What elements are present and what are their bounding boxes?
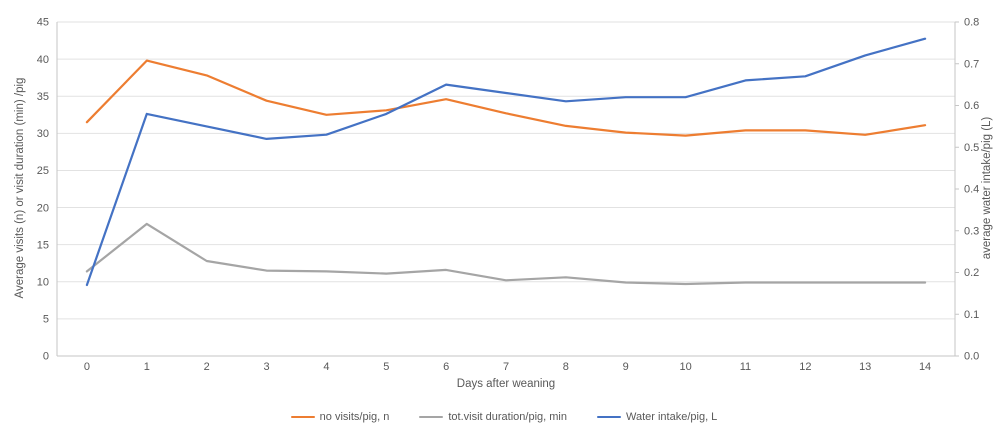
x-axis-tick-label: 5 xyxy=(383,361,389,373)
x-axis-tick-label: 9 xyxy=(623,361,629,373)
right-axis-tick-label: 0.3 xyxy=(964,225,979,237)
x-axis-tick-label: 2 xyxy=(204,361,210,373)
right-axis-tick-label: 0.8 xyxy=(964,17,979,29)
x-axis-tick-label: 4 xyxy=(323,361,329,373)
right-axis-tick-label: 0.7 xyxy=(964,58,979,70)
x-axis-tick-label: 6 xyxy=(443,361,449,373)
right-axis-tick-label: 0.4 xyxy=(964,184,979,196)
legend-item: no visits/pig, n xyxy=(290,411,390,423)
x-axis-tick-label: 14 xyxy=(919,361,931,373)
right-axis-tick-label: 0.2 xyxy=(964,267,979,279)
x-axis-tick-label: 1 xyxy=(144,361,150,373)
x-axis-tick-label: 12 xyxy=(799,361,811,373)
legend-line-swatch xyxy=(597,415,621,419)
series-line-no-visits-pig-n xyxy=(85,59,927,137)
series-line-water-intake-pig-l xyxy=(85,37,927,287)
left-axis-tick-label: 15 xyxy=(37,239,49,251)
left-axis-tick-label: 35 xyxy=(37,91,49,103)
left-axis-tick-label: 40 xyxy=(37,54,49,66)
left-axis-tick-label: 20 xyxy=(37,202,49,214)
right-y-axis-title: average water intake/pig (L) xyxy=(981,116,993,260)
legend-label: Water intake/pig, L xyxy=(626,411,718,423)
right-axis-tick-label: 0.6 xyxy=(964,100,979,112)
legend-item: Water intake/pig, L xyxy=(597,411,717,423)
x-axis-tick-label: 13 xyxy=(859,361,871,373)
legend-item: tot.visit duration/pig, min xyxy=(419,411,567,423)
x-axis-title: Days after weaning xyxy=(456,378,556,390)
legend-label: tot.visit duration/pig, min xyxy=(448,411,567,423)
x-axis-tick-label: 8 xyxy=(563,361,569,373)
x-axis-tick-label: 0 xyxy=(84,361,90,373)
x-axis-tick-label: 11 xyxy=(740,361,751,373)
left-axis-tick-label: 30 xyxy=(37,128,49,140)
legend-line-swatch xyxy=(419,415,444,419)
right-axis-tick-label: 0.0 xyxy=(964,351,979,363)
right-axis-tick-label: 0.1 xyxy=(964,309,979,321)
left-axis-tick-label: 0 xyxy=(43,351,49,363)
left-axis-tick-label: 5 xyxy=(43,314,49,326)
legend: no visits/pig, n tot.visit duration/pig, … xyxy=(0,411,1008,423)
left-axis-tick-label: 25 xyxy=(37,165,49,177)
legend-line-swatch xyxy=(290,415,315,419)
legend-label: no visits/pig, n xyxy=(319,411,390,423)
left-axis-tick-label: 45 xyxy=(37,17,49,29)
left-y-axis-title: Average visits (n) or visit duration (mi… xyxy=(14,77,26,299)
plot-area: 0510152025303540450.00.10.20.30.40.50.60… xyxy=(37,17,980,373)
x-axis-tick-label: 10 xyxy=(679,361,691,373)
x-axis-tick-label: 3 xyxy=(263,361,269,373)
right-axis-tick-label: 0.5 xyxy=(964,142,979,154)
left-axis-tick-label: 10 xyxy=(37,277,49,289)
x-axis-tick-label: 7 xyxy=(503,361,509,373)
series-line-tot-visit-duration-pig-min xyxy=(85,222,927,286)
